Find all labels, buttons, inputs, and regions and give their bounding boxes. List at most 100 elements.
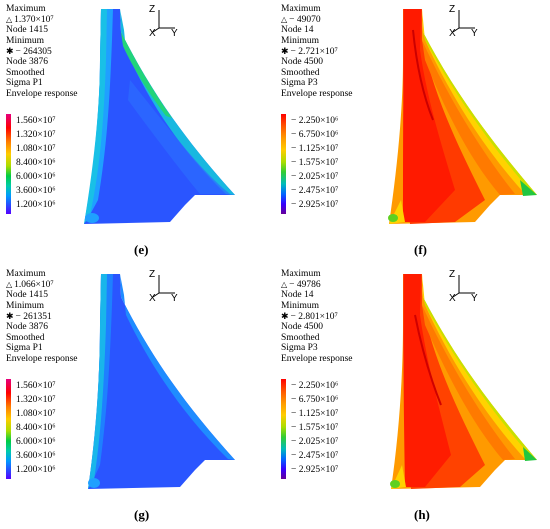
legend-label: − 1.125×10⁷ [291,144,339,154]
panel-caption: (f) [414,242,427,257]
min-value: ✱ − 2.721×10⁷ [281,46,338,58]
min-label: Minimum [6,300,45,311]
min-value: ✱ − 261351 [6,311,52,323]
result-info-e: Maximum △ 1.370×10⁷ Node 1415 Minimum ✱ − … [6,4,78,99]
max-value: △ − 49786 [281,279,321,290]
legend-label: 1.320×10⁷ [16,395,56,405]
smoothed-label: Smoothed [6,67,45,78]
legend-colorbar [281,379,286,479]
color-legend-e: 1.560×10⁷ 1.320×10⁷ 1.080×10⁷ 8.400×10⁶ … [6,114,98,214]
quantity-label: Sigma P3 [281,78,318,89]
max-node: Node 1415 [6,290,48,301]
color-legend-h: − 2.250×10⁶ − 6.750×10⁶ − 1.125×10⁷ − 1.… [281,379,373,479]
max-label: Maximum [6,269,46,279]
result-info-h: Maximum △ − 49786 Node 14 Minimum ✱ − 2.80… [281,269,353,364]
star-icon: ✱ [6,46,14,57]
axis-y-label: Y [171,28,178,39]
legend-label: 1.080×10⁷ [16,144,56,154]
min-value: ✱ − 2.801×10⁷ [281,311,338,323]
legend-colorbar [281,114,286,214]
quantity-label: Sigma P1 [6,78,43,89]
legend-label: − 2.250×10⁶ [291,381,339,391]
min-node: Node 4500 [281,321,323,332]
smoothed-label: Smoothed [281,332,320,343]
max-node: Node 1415 [6,25,48,36]
legend-label: − 2.025×10⁷ [291,437,339,447]
dam-contour-f [388,9,537,224]
triangle-icon: △ [281,14,288,24]
response-label: Envelope response [6,88,78,99]
min-node: Node 4500 [281,56,323,67]
max-value: △ 1.370×10⁷ [6,14,54,25]
min-label: Minimum [281,35,320,46]
legend-label: 1.560×10⁷ [16,116,56,126]
legend-label: 1.320×10⁷ [16,130,56,140]
legend-label: 8.400×10⁶ [16,423,56,433]
max-label: Maximum [6,4,46,14]
legend-label: 8.400×10⁶ [16,158,56,168]
legend-label: − 1.575×10⁷ [291,423,339,433]
legend-label: − 2.475×10⁷ [291,186,339,196]
panel-f: Maximum △ − 49070 Node 14 Minimum ✱ − 2.72… [275,0,550,264]
legend-label: − 2.025×10⁷ [291,172,339,182]
legend-label: − 2.925×10⁷ [291,465,339,475]
axis-y-label: Y [171,293,178,304]
panel-g: Maximum △ 1.066×10⁷ Node 1415 Minimum ✱ − … [0,265,275,529]
axis-triad-icon [152,275,175,298]
legend-label: 3.600×10⁶ [16,451,56,461]
panel-caption: (g) [134,507,150,522]
axis-triad-g: Z X Y [147,269,183,305]
panel-caption: (e) [134,242,149,257]
quantity-label: Sigma P1 [6,343,43,354]
panel-e: Maximum △ 1.370×10⁷ Node 1415 Minimum ✱ − … [0,0,275,264]
triangle-icon: △ [6,279,13,289]
legend-label: 3.600×10⁶ [16,186,56,196]
min-node: Node 3876 [6,56,48,67]
panel-caption: (h) [414,507,430,522]
color-legend-f: − 2.250×10⁶ − 6.750×10⁶ − 1.125×10⁷ − 1.… [281,114,373,214]
legend-label: 1.200×10⁶ [16,465,56,475]
min-value: ✱ − 264305 [6,46,52,58]
axis-x-label: X [449,28,456,39]
result-info-g: Maximum △ 1.066×10⁷ Node 1415 Minimum ✱ − … [6,269,78,364]
panel-h: Maximum △ − 49786 Node 14 Minimum ✱ − 2.80… [275,265,550,529]
triangle-icon: △ [281,279,288,289]
axis-triad-e: Z X Y [147,4,183,40]
axis-y-label: Y [471,293,478,304]
min-label: Minimum [6,35,45,46]
max-value: △ 1.066×10⁷ [6,279,54,290]
axis-z-label: Z [149,269,156,280]
legend-label: 1.560×10⁷ [16,381,56,391]
axis-triad-icon [152,10,175,33]
triangle-icon: △ [6,14,13,24]
dam-contour-g [88,274,235,489]
response-label: Envelope response [281,353,353,364]
response-label: Envelope response [281,88,353,99]
legend-label: − 1.575×10⁷ [291,158,339,168]
legend-colorbar [6,379,11,479]
min-node: Node 3876 [6,321,48,332]
legend-label: 6.000×10⁶ [16,437,56,447]
axis-y-label: Y [471,28,478,39]
legend-label: − 6.750×10⁶ [291,395,339,405]
dam-contour-h [390,274,537,489]
color-legend-g: 1.560×10⁷ 1.320×10⁷ 1.080×10⁷ 8.400×10⁶ … [6,379,98,479]
star-icon: ✱ [281,46,289,57]
legend-label: − 2.475×10⁷ [291,451,339,461]
smoothed-label: Smoothed [6,332,45,343]
max-node: Node 14 [281,25,314,36]
smoothed-label: Smoothed [281,67,320,78]
axis-triad-icon [452,10,475,33]
axis-z-label: Z [149,4,156,15]
star-icon: ✱ [281,311,289,322]
legend-label: − 6.750×10⁶ [291,130,339,140]
legend-label: 6.000×10⁶ [16,172,56,182]
quantity-label: Sigma P3 [281,343,318,354]
star-icon: ✱ [6,311,14,322]
legend-colorbar [6,114,11,214]
axis-z-label: Z [449,269,456,280]
axis-x-label: X [449,293,456,304]
min-label: Minimum [281,300,320,311]
max-label: Maximum [281,269,321,279]
max-node: Node 14 [281,290,314,301]
